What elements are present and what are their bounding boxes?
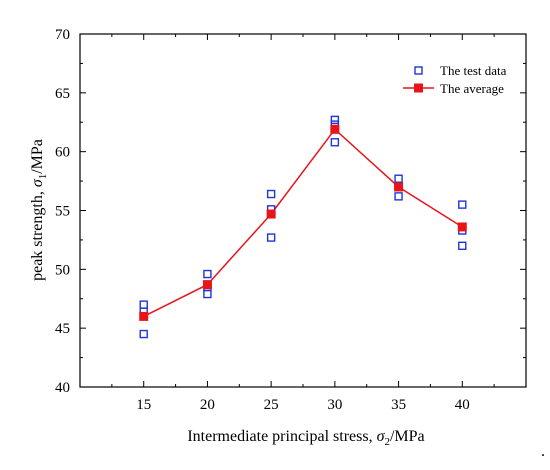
legend-marker-test-data: [414, 66, 423, 75]
y-tick-label: 65: [55, 86, 70, 102]
average-line: [143, 128, 463, 318]
test-data-point: [203, 269, 212, 279]
test-data-point: [394, 192, 403, 201]
test-data-point: [394, 174, 403, 183]
legend-label-average: The average: [440, 81, 504, 96]
test-data-point: [458, 200, 467, 209]
test-data-point: [139, 329, 148, 339]
average-point: [202, 280, 212, 290]
test-data-point: [203, 289, 212, 299]
legend-marker-average: [414, 83, 423, 93]
test-data-point: [266, 189, 276, 199]
average-point: [266, 209, 276, 219]
y-axis-title: peak strength, σ1/MPa: [29, 139, 49, 281]
y-tick-label: 70: [55, 27, 70, 43]
x-tick-label: 20: [200, 397, 215, 413]
series-layer: [139, 115, 467, 339]
x-tick-label: 35: [391, 397, 406, 413]
test-data-point: [139, 300, 148, 309]
legend: The test data The average: [403, 63, 507, 96]
average-point: [330, 124, 340, 134]
x-tick-label: 40: [455, 397, 470, 413]
axes: 15 20 25 30 35 40 40 45 50 55 60 65 70: [55, 27, 526, 413]
x-tick-label: 15: [136, 397, 151, 413]
x-axis-title: Intermediate principal stress, σ2/MPa: [187, 428, 424, 448]
x-tick-label: 30: [327, 397, 342, 413]
average-point: [139, 311, 149, 321]
test-data-point: [330, 115, 340, 125]
y-tick-label: 50: [55, 262, 70, 278]
y-tick-label: 55: [55, 204, 70, 220]
average-point: [394, 182, 404, 192]
test-data-point: [458, 241, 467, 251]
y-tick-label: 45: [55, 321, 70, 337]
average-point: [457, 222, 467, 232]
test-data-point: [330, 138, 340, 147]
y-tick-label: 60: [55, 145, 70, 161]
y-tick-label: 40: [55, 380, 70, 396]
x-tick-label: 25: [264, 397, 279, 413]
trailing-mark: .: [541, 443, 545, 460]
legend-label-test-data: The test data: [440, 63, 507, 78]
test-data-point: [266, 233, 276, 242]
